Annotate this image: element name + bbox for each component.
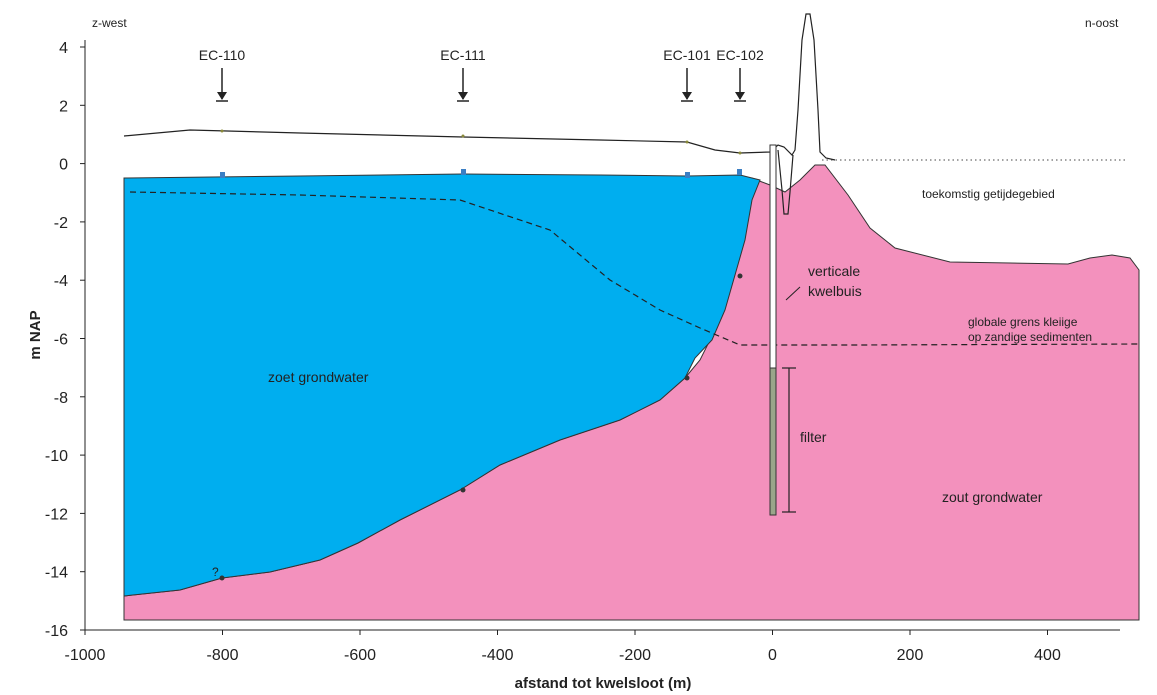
x-axis-title: afstand tot kwelsloot (m) xyxy=(515,675,692,692)
y-tick-label: 0 xyxy=(59,157,68,174)
pipe-leader-line xyxy=(785,286,801,301)
x-axis-ticks: -1000 -800 -600 -400 -200 0 200 400 xyxy=(65,630,1061,664)
well-ec-102: EC-102 xyxy=(716,47,764,175)
y-tick-label: -16 xyxy=(45,623,68,640)
x-tick-label: -800 xyxy=(206,647,238,664)
x-tick-label: 200 xyxy=(897,647,924,664)
fresh-groundwater-label: zoet grondwater xyxy=(268,369,369,385)
svg-text:EC-102: EC-102 xyxy=(716,47,764,63)
x-tick-label: -400 xyxy=(481,647,513,664)
y-axis-ticks: 4 2 0 -2 -4 -6 -8 -10 -12 -14 -16 xyxy=(45,40,85,640)
y-tick-label: -6 xyxy=(54,332,68,349)
well-ec-110: EC-110 xyxy=(199,47,246,178)
y-tick-label: -14 xyxy=(45,565,68,582)
x-tick-label: -200 xyxy=(619,647,651,664)
y-tick-label: -4 xyxy=(54,273,68,290)
x-tick-label: 0 xyxy=(768,647,777,664)
x-tick-label: 400 xyxy=(1034,647,1061,664)
boundary-label-line1: globale grens kleiige xyxy=(968,315,1078,329)
well-ec-111: EC-111 xyxy=(440,47,486,175)
ditch-line xyxy=(777,149,794,215)
clay-sand-boundary-line xyxy=(129,191,1141,346)
ground-surface-line xyxy=(123,13,836,161)
svg-text:EC-101: EC-101 xyxy=(663,47,711,63)
y-tick-label: -12 xyxy=(45,506,68,523)
y-tick-label: -10 xyxy=(45,448,68,465)
filter-section xyxy=(769,367,777,516)
y-axis-title: m NAP xyxy=(27,310,44,359)
interface-point xyxy=(219,575,225,581)
corner-label-northeast: n-oost xyxy=(1085,16,1119,30)
interface-point xyxy=(737,273,743,279)
boundary-label-line2: op zandige sedimenten xyxy=(968,330,1092,344)
svg-text:EC-111: EC-111 xyxy=(440,47,486,63)
interface-point xyxy=(460,487,466,493)
filter-label: filter xyxy=(800,429,827,445)
pipe-label-line1: verticale xyxy=(808,263,860,279)
pipe-label-line2: kwelbuis xyxy=(808,283,862,299)
tidal-area-label: toekomstig getijdegebied xyxy=(922,187,1055,201)
y-tick-label: 2 xyxy=(59,98,68,115)
svg-text:EC-110: EC-110 xyxy=(199,47,246,63)
y-tick-label: -2 xyxy=(54,215,68,232)
x-tick-label: -600 xyxy=(344,647,376,664)
interface-point xyxy=(684,375,690,381)
y-tick-label: -8 xyxy=(54,390,68,407)
salt-groundwater-label: zout grondwater xyxy=(942,489,1043,505)
corner-label-southwest: z-west xyxy=(92,16,127,30)
well-ec-101: EC-101 xyxy=(663,47,711,178)
x-tick-label: -1000 xyxy=(65,647,106,664)
y-tick-label: 4 xyxy=(59,40,68,57)
uncertainty-mark: ? xyxy=(212,565,219,579)
